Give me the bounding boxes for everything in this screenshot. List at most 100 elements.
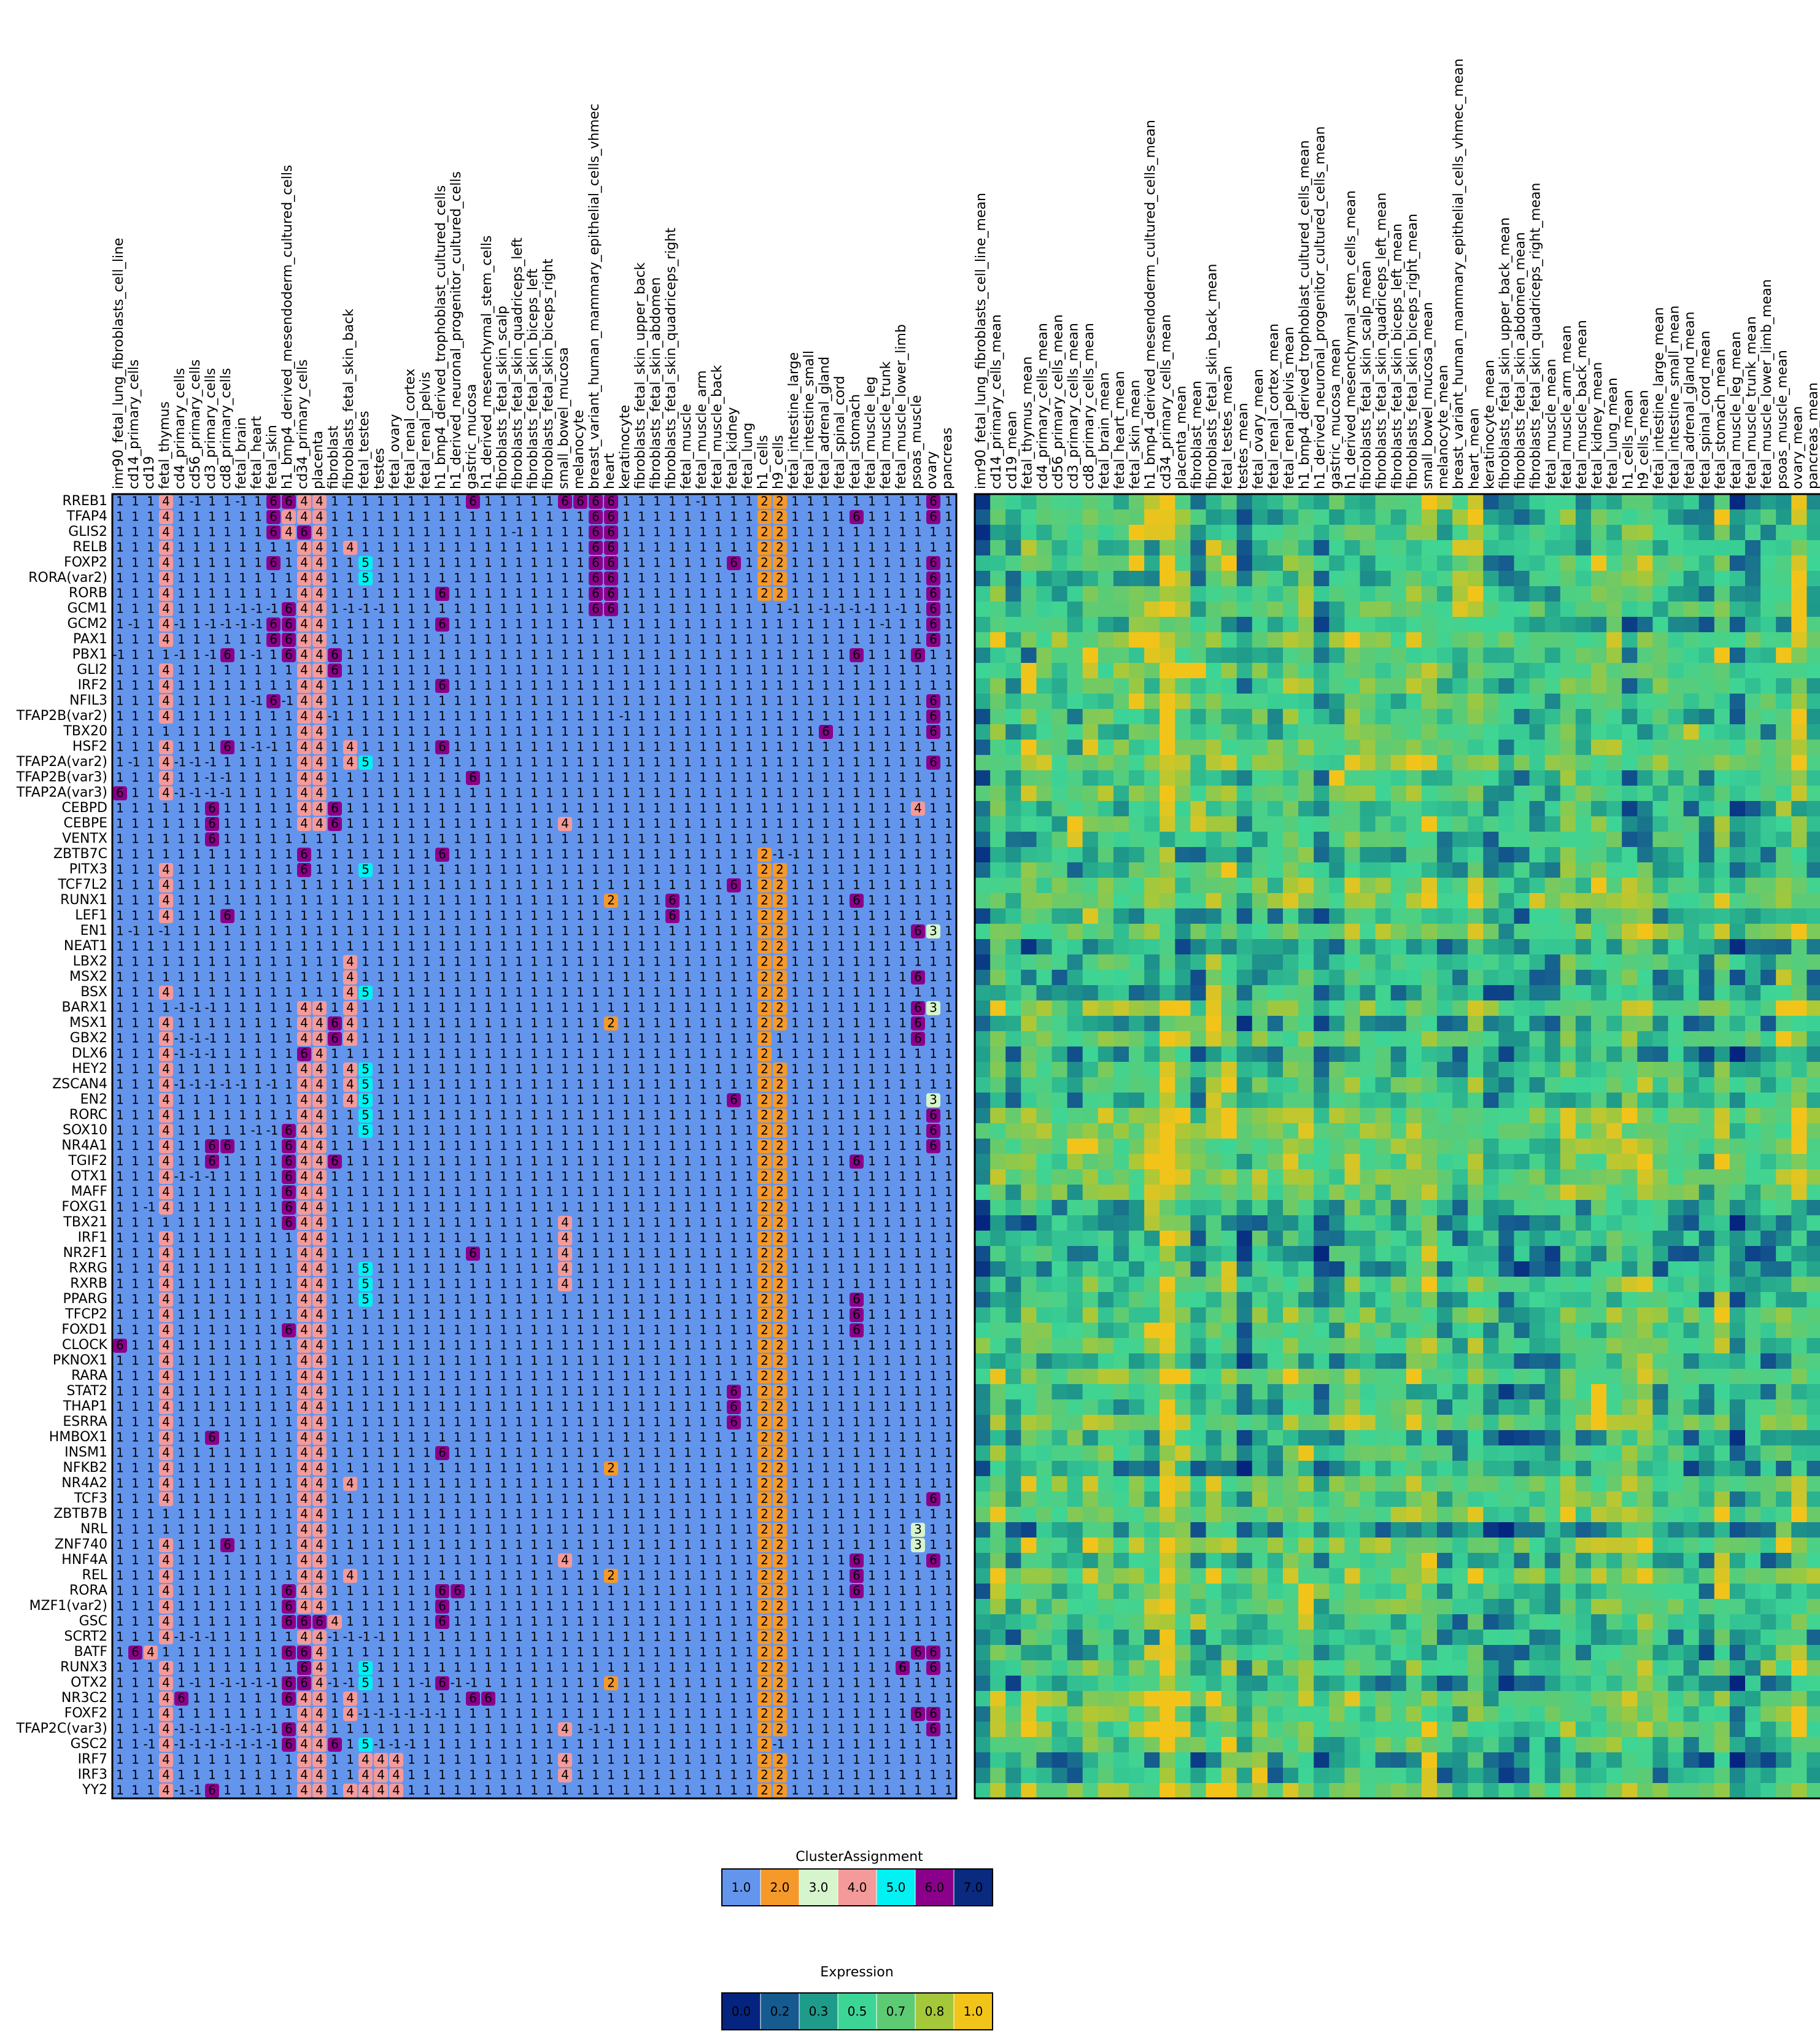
cluster-value: 1 (254, 1522, 262, 1537)
cluster-value: 1 (945, 509, 953, 524)
cluster-value: 1 (530, 1169, 538, 1184)
cluster-value: 1 (945, 924, 953, 938)
cluster-value: 1 (346, 1538, 354, 1552)
cluster-value: 1 (945, 1246, 953, 1261)
cluster-value: 1 (914, 755, 922, 770)
cluster-value: 1 (699, 1630, 707, 1644)
cluster-value: 1 (408, 862, 416, 877)
cluster-value: 1 (638, 1307, 646, 1322)
cluster-value: 1 (837, 970, 845, 985)
cluster-value: 1 (576, 1676, 584, 1690)
cluster-value: 1 (776, 755, 784, 770)
cluster-value: 1 (500, 1123, 508, 1138)
cluster-value: 1 (837, 954, 845, 969)
cluster-value: 1 (822, 678, 830, 693)
cluster-value: 1 (914, 1231, 922, 1245)
cluster-value: 1 (853, 801, 861, 816)
cluster-value: 1 (791, 1522, 799, 1537)
cluster-value: 1 (837, 1231, 845, 1245)
cluster-value: 1 (622, 1169, 630, 1184)
cluster-value: 1 (699, 1445, 707, 1460)
cluster-cell (604, 556, 618, 570)
cluster-value: 1 (147, 847, 155, 862)
cluster-value: 4 (162, 525, 170, 540)
cluster-value: 1 (714, 1353, 722, 1368)
cluster-value: 1 (239, 770, 247, 785)
cluster-value: 1 (883, 755, 891, 770)
cluster-value: 1 (899, 1568, 907, 1583)
cluster-value: 1 (653, 1016, 661, 1031)
cluster-value: 1 (638, 1231, 646, 1245)
cluster-value: 1 (668, 1691, 676, 1706)
cluster-value: 1 (576, 832, 584, 846)
cluster-value: 4 (316, 1584, 323, 1598)
cluster-value: 1 (423, 954, 431, 969)
cluster-value: 1 (131, 602, 139, 616)
cluster-value: 1 (193, 801, 201, 816)
cluster-value: 1 (454, 847, 462, 862)
cluster-value: 1 (837, 1553, 845, 1568)
cluster-value: 1 (745, 970, 753, 985)
cluster-value: 1 (561, 1016, 569, 1031)
cluster-value: 1 (362, 648, 370, 662)
cluster-value: 1 (684, 1507, 692, 1522)
cluster-value: 1 (561, 1691, 569, 1706)
cluster-value: 1 (561, 602, 569, 616)
cluster-value: 1 (408, 571, 416, 586)
cluster-value: 1 (730, 1215, 738, 1230)
cluster-value: 1 (392, 816, 400, 831)
cluster-value: 1 (561, 540, 569, 555)
cluster-value: 1 (853, 1338, 861, 1353)
cluster-value: 1 (500, 1461, 508, 1476)
cluster-value: 1 (530, 786, 538, 800)
cluster-value: 1 (929, 1476, 937, 1491)
cluster-value: 1 (822, 1261, 830, 1276)
cluster-value: 1 (546, 1660, 554, 1675)
cluster-value: 2 (761, 1292, 769, 1307)
cluster-value: 1 (223, 755, 231, 770)
cluster-value: 1 (408, 724, 416, 739)
cluster-value: -1 (236, 1676, 248, 1690)
cluster-value: 1 (622, 1016, 630, 1031)
cluster-value: 1 (208, 1568, 216, 1583)
cluster-value: 1 (116, 1369, 124, 1383)
cluster-value: 2 (761, 1660, 769, 1675)
cluster-value: 1 (868, 1323, 876, 1337)
cluster-value: 1 (622, 1630, 630, 1644)
cluster-value: 1 (484, 786, 492, 800)
cluster-value: 1 (607, 1399, 615, 1414)
cluster-value: 1 (254, 1507, 262, 1522)
cluster-value: 1 (469, 571, 477, 586)
cluster-value: 1 (285, 586, 293, 601)
cluster-value: 4 (162, 571, 170, 586)
cluster-value: 1 (853, 1046, 861, 1061)
cluster-cell (297, 617, 311, 632)
cluster-value: 1 (131, 1246, 139, 1261)
row-label-en2: EN2 (80, 1092, 107, 1107)
cluster-value: 1 (714, 1031, 722, 1046)
row-label-tfcp2: TFCP2 (64, 1307, 107, 1322)
cluster-value: 1 (853, 1246, 861, 1261)
cluster-value: 1 (853, 1476, 861, 1491)
cluster-value: 1 (807, 555, 815, 570)
cluster-cell (757, 955, 772, 969)
cluster-value: 1 (147, 1553, 155, 1568)
cluster-value: 5 (362, 1108, 370, 1123)
cluster-value: 1 (484, 939, 492, 954)
cluster-value: 1 (269, 1384, 277, 1399)
cluster-value: 1 (377, 1676, 385, 1690)
cluster-value: 1 (699, 985, 707, 1000)
cluster-value: 1 (546, 1139, 554, 1153)
cluster-value: 4 (316, 1000, 323, 1015)
cluster-value: 1 (438, 1491, 446, 1506)
cluster-value: 1 (116, 1614, 124, 1629)
cluster-value: 1 (592, 1568, 600, 1583)
cluster-value: 4 (162, 1016, 170, 1031)
cluster-value: 2 (776, 1323, 784, 1337)
cluster-value: 1 (515, 1215, 523, 1230)
cluster-value: 1 (346, 1660, 354, 1675)
cluster-value: 1 (500, 755, 508, 770)
cluster-value: 1 (515, 1169, 523, 1184)
cluster-value: 1 (269, 1415, 277, 1429)
cluster-cell (159, 495, 173, 509)
